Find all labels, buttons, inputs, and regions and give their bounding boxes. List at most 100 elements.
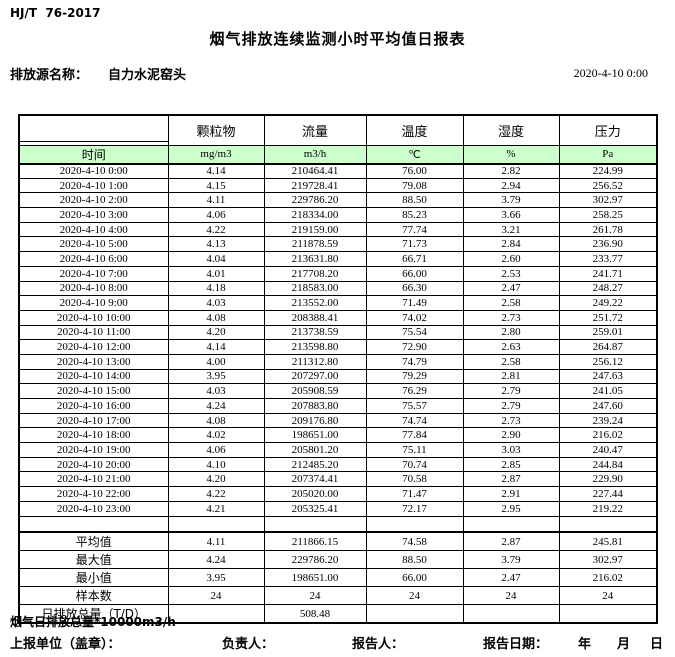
time-cell: 2020-4-10 1:00 <box>18 177 169 194</box>
column-header: 湿度 <box>462 114 560 146</box>
time-column-header: 时间 <box>18 144 169 165</box>
value-cell: 219.22 <box>558 500 658 517</box>
value-cell: 2.84 <box>462 236 560 253</box>
summary-value <box>167 604 265 624</box>
unit-header-row: 时间 mg/m3 m3/h ℃% Pa <box>18 144 658 165</box>
time-cell: 2020-4-10 22:00 <box>18 486 169 502</box>
value-cell: 76.00 <box>365 163 464 179</box>
value-cell: 2.79 <box>462 383 560 399</box>
column-header: 压力 <box>558 114 658 146</box>
time-cell: 2020-4-10 20:00 <box>18 456 169 473</box>
summary-value <box>558 604 658 624</box>
table-row: 2020-4-10 10:00 4.08 208388.41 74.02 2.73 251… <box>18 309 658 326</box>
value-cell: 79.08 <box>365 177 464 194</box>
summary-value: 211866.15 <box>263 531 367 551</box>
empty-cell <box>167 515 265 533</box>
value-cell: 4.20 <box>167 471 265 488</box>
summary-value: 24 <box>558 586 658 605</box>
value-cell: 4.11 <box>167 192 265 209</box>
value-cell: 2.81 <box>462 368 560 385</box>
emission-source-row: 排放源名称： 自力水泥窑头 <box>10 64 186 83</box>
time-cell: 2020-4-10 23:00 <box>18 500 169 517</box>
time-cell: 2020-4-10 21:00 <box>18 471 169 488</box>
time-cell: 2020-4-10 3:00 <box>18 207 169 223</box>
column-header: 颗粒物 <box>167 114 265 146</box>
value-cell: 4.13 <box>167 236 265 253</box>
value-cell: 244.84 <box>558 456 658 473</box>
summary-value: 74.58 <box>365 531 464 551</box>
unit-cell: ℃ <box>365 144 464 165</box>
value-cell: 70.58 <box>365 471 464 488</box>
value-cell: 205908.59 <box>263 383 367 399</box>
value-cell: 4.08 <box>167 309 265 326</box>
value-cell: 205020.00 <box>263 486 367 502</box>
value-cell: 248.27 <box>558 280 658 297</box>
value-cell: 74.79 <box>365 353 464 370</box>
value-cell: 239.24 <box>558 412 658 429</box>
table-row: 2020-4-10 0:00 4.14 210464.41 76.00 2.82 224.… <box>18 163 658 179</box>
time-cell: 2020-4-10 16:00 <box>18 398 169 414</box>
value-cell: 4.00 <box>167 353 265 370</box>
empty-cell <box>558 515 658 533</box>
source-name-value: 自力水泥窑头 <box>108 68 187 83</box>
table-row: 2020-4-10 7:00 4.01 217708.20 66.00 2.53 241.… <box>18 265 658 282</box>
empty-cell <box>365 515 464 533</box>
table-row: 2020-4-10 18:00 4.02 198651.00 77.84 2.90 216… <box>18 427 658 444</box>
value-cell: 3.79 <box>462 192 560 209</box>
value-cell: 213738.59 <box>263 324 367 341</box>
value-cell: 2.47 <box>462 280 560 297</box>
value-cell: 256.12 <box>558 353 658 370</box>
summary-value: 4.11 <box>167 531 265 551</box>
value-cell: 4.10 <box>167 456 265 473</box>
value-cell: 217708.20 <box>263 265 367 282</box>
value-cell: 4.14 <box>167 339 265 355</box>
value-cell: 2.79 <box>462 398 560 414</box>
value-cell: 4.01 <box>167 265 265 282</box>
value-cell: 241.05 <box>558 383 658 399</box>
table-row: 2020-4-10 9:00 4.03 213552.00 71.49 2.58 249.… <box>18 295 658 311</box>
value-cell: 207374.41 <box>263 471 367 488</box>
value-cell: 247.63 <box>558 368 658 385</box>
table-row: 2020-4-10 19:00 4.06 205801.20 75.11 3.03 240… <box>18 442 658 458</box>
time-cell: 2020-4-10 7:00 <box>18 265 169 282</box>
value-cell: 3.03 <box>462 442 560 458</box>
signature-row: 上报单位（盖章）： 负责人： 报告人： 报告日期： 年 月 日 <box>0 633 675 653</box>
value-cell: 256.52 <box>558 177 658 194</box>
value-cell: 4.03 <box>167 295 265 311</box>
value-cell: 236.90 <box>558 236 658 253</box>
time-cell: 2020-4-10 15:00 <box>18 383 169 399</box>
report-unit-label: 上报单位（盖章）： <box>10 637 121 652</box>
value-cell: 227.44 <box>558 486 658 502</box>
value-cell: 211312.80 <box>263 353 367 370</box>
summary-value: 302.97 <box>558 550 658 569</box>
column-header: 温度 <box>365 114 464 146</box>
value-cell: 261.78 <box>558 221 658 238</box>
value-cell: 213631.80 <box>263 251 367 267</box>
report-date-label: 报告日期： <box>483 637 549 652</box>
value-cell: 2.90 <box>462 427 560 444</box>
time-cell: 2020-4-10 13:00 <box>18 353 169 370</box>
value-cell: 259.01 <box>558 324 658 341</box>
time-cell: 2020-4-10 0:00 <box>18 163 169 179</box>
summary-value: 66.00 <box>365 568 464 587</box>
value-cell: 2.94 <box>462 177 560 194</box>
table-row: 2020-4-10 3:00 4.06 218334.00 85.23 3.66 258.… <box>18 207 658 223</box>
value-cell: 2.60 <box>462 251 560 267</box>
table-row: 2020-4-10 2:00 4.11 229786.20 88.50 3.79 302.… <box>18 192 658 209</box>
summary-value: 3.95 <box>167 568 265 587</box>
time-cell: 2020-4-10 5:00 <box>18 236 169 253</box>
responsible-label: 负责人： <box>222 637 275 652</box>
value-cell: 264.87 <box>558 339 658 355</box>
value-cell: 2.73 <box>462 412 560 429</box>
value-cell: 76.29 <box>365 383 464 399</box>
table-row: 2020-4-10 8:00 4.18 218583.00 66.30 2.47 248.… <box>18 280 658 297</box>
empty-cell <box>263 515 367 533</box>
table-row: 2020-4-10 20:00 4.10 212485.20 70.74 2.85 244… <box>18 456 658 473</box>
table-row: 2020-4-10 14:00 3.95 207297.00 79.29 2.81 247… <box>18 368 658 385</box>
time-header-blank-top <box>18 114 169 142</box>
value-cell: 3.66 <box>462 207 560 223</box>
time-cell: 2020-4-10 18:00 <box>18 427 169 444</box>
value-cell: 207883.80 <box>263 398 367 414</box>
value-cell: 72.90 <box>365 339 464 355</box>
value-cell: 4.22 <box>167 486 265 502</box>
